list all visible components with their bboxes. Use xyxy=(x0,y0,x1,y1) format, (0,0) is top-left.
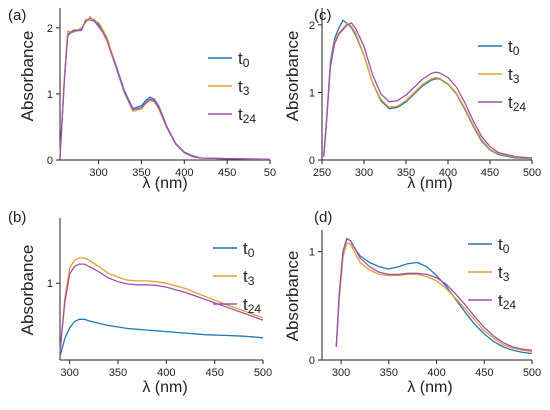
x-tick-label: 300 xyxy=(60,367,78,379)
y-tick-label: 0 xyxy=(309,355,315,367)
x-tick-label: 400 xyxy=(439,167,457,179)
x-tick-label: 450 xyxy=(205,367,223,379)
x-tick-label: 350 xyxy=(109,367,127,379)
y-tick-label: 1 xyxy=(47,89,53,101)
x-tick-label: 400 xyxy=(427,367,445,379)
x-tick-label: 250 xyxy=(313,167,331,179)
legend-label: t0 xyxy=(243,239,255,260)
legend-label: t24 xyxy=(508,93,526,114)
legend-label: t3 xyxy=(498,263,510,284)
y-axis-label: Absorbance xyxy=(18,245,37,336)
x-tick-label: 500 xyxy=(523,367,541,379)
x-tick-label: 500 xyxy=(254,367,272,379)
y-axis-label: Absorbance xyxy=(283,251,302,342)
x-tick-label: 450 xyxy=(481,167,499,179)
y-tick-label: 0 xyxy=(47,155,53,167)
panel-label: (b) xyxy=(8,209,26,226)
panel-label: (a) xyxy=(8,7,26,24)
x-tick-label: 300 xyxy=(332,367,350,379)
x-tick-label: 400 xyxy=(157,367,175,379)
series-line xyxy=(59,19,271,160)
x-tick-label: 350 xyxy=(397,167,415,179)
chart-panel: (b) 300 350 400 450 500 1 λ (nm) Absorbance t0 t3 t… xyxy=(8,209,272,396)
y-tick-label: 1 xyxy=(309,247,315,259)
x-axis-label: λ (nm) xyxy=(142,379,187,396)
x-tick-label: 350 xyxy=(132,167,150,179)
x-axis-label: λ (nm) xyxy=(407,379,452,396)
series-line xyxy=(59,263,264,353)
series-line xyxy=(335,242,533,352)
x-tick-label: 450 xyxy=(218,167,236,179)
legend-label: t24 xyxy=(243,295,261,316)
legend-label: t24 xyxy=(498,291,516,312)
y-tick-label: 1 xyxy=(309,87,315,99)
series-line xyxy=(59,257,264,353)
chart-panel: (c) 250 300 350 400 450 500 0 1 2 λ (nm) Absorbance… xyxy=(283,7,541,192)
x-axis-label: λ (nm) xyxy=(142,175,187,192)
chart-panel: (d) 300 350 400 450 500 0 1 λ (nm) Absorbance t0 t3… xyxy=(283,209,541,396)
panel-label: (c) xyxy=(314,7,332,24)
x-tick-label: 300 xyxy=(355,167,373,179)
y-tick-label: 2 xyxy=(309,20,315,32)
legend-label: t3 xyxy=(508,65,520,86)
x-tick-label: 450 xyxy=(475,367,493,379)
y-axis-label: Absorbance xyxy=(18,31,37,122)
x-tick-label: 50 xyxy=(264,167,276,179)
x-tick-label: 500 xyxy=(523,167,541,179)
y-axis-label: Absorbance xyxy=(283,31,302,122)
y-tick-label: 0 xyxy=(309,155,315,167)
x-tick-label: 300 xyxy=(89,167,107,179)
series-line xyxy=(59,318,264,357)
series-line xyxy=(323,22,533,160)
x-tick-label: 400 xyxy=(175,167,193,179)
x-axis-label: λ (nm) xyxy=(407,175,452,192)
legend-label: t3 xyxy=(238,77,250,98)
series-line xyxy=(323,22,533,159)
legend-label: t0 xyxy=(498,235,510,256)
legend-label: t0 xyxy=(238,49,250,70)
y-tick-label: 2 xyxy=(47,23,53,35)
panel-label: (d) xyxy=(314,209,332,226)
series-line xyxy=(335,238,533,351)
y-tick-label: 1 xyxy=(47,278,53,290)
x-tick-label: 350 xyxy=(380,367,398,379)
series-line xyxy=(323,19,533,160)
legend-label: t24 xyxy=(238,105,256,126)
legend-label: t3 xyxy=(243,267,255,288)
legend-label: t0 xyxy=(508,37,520,58)
